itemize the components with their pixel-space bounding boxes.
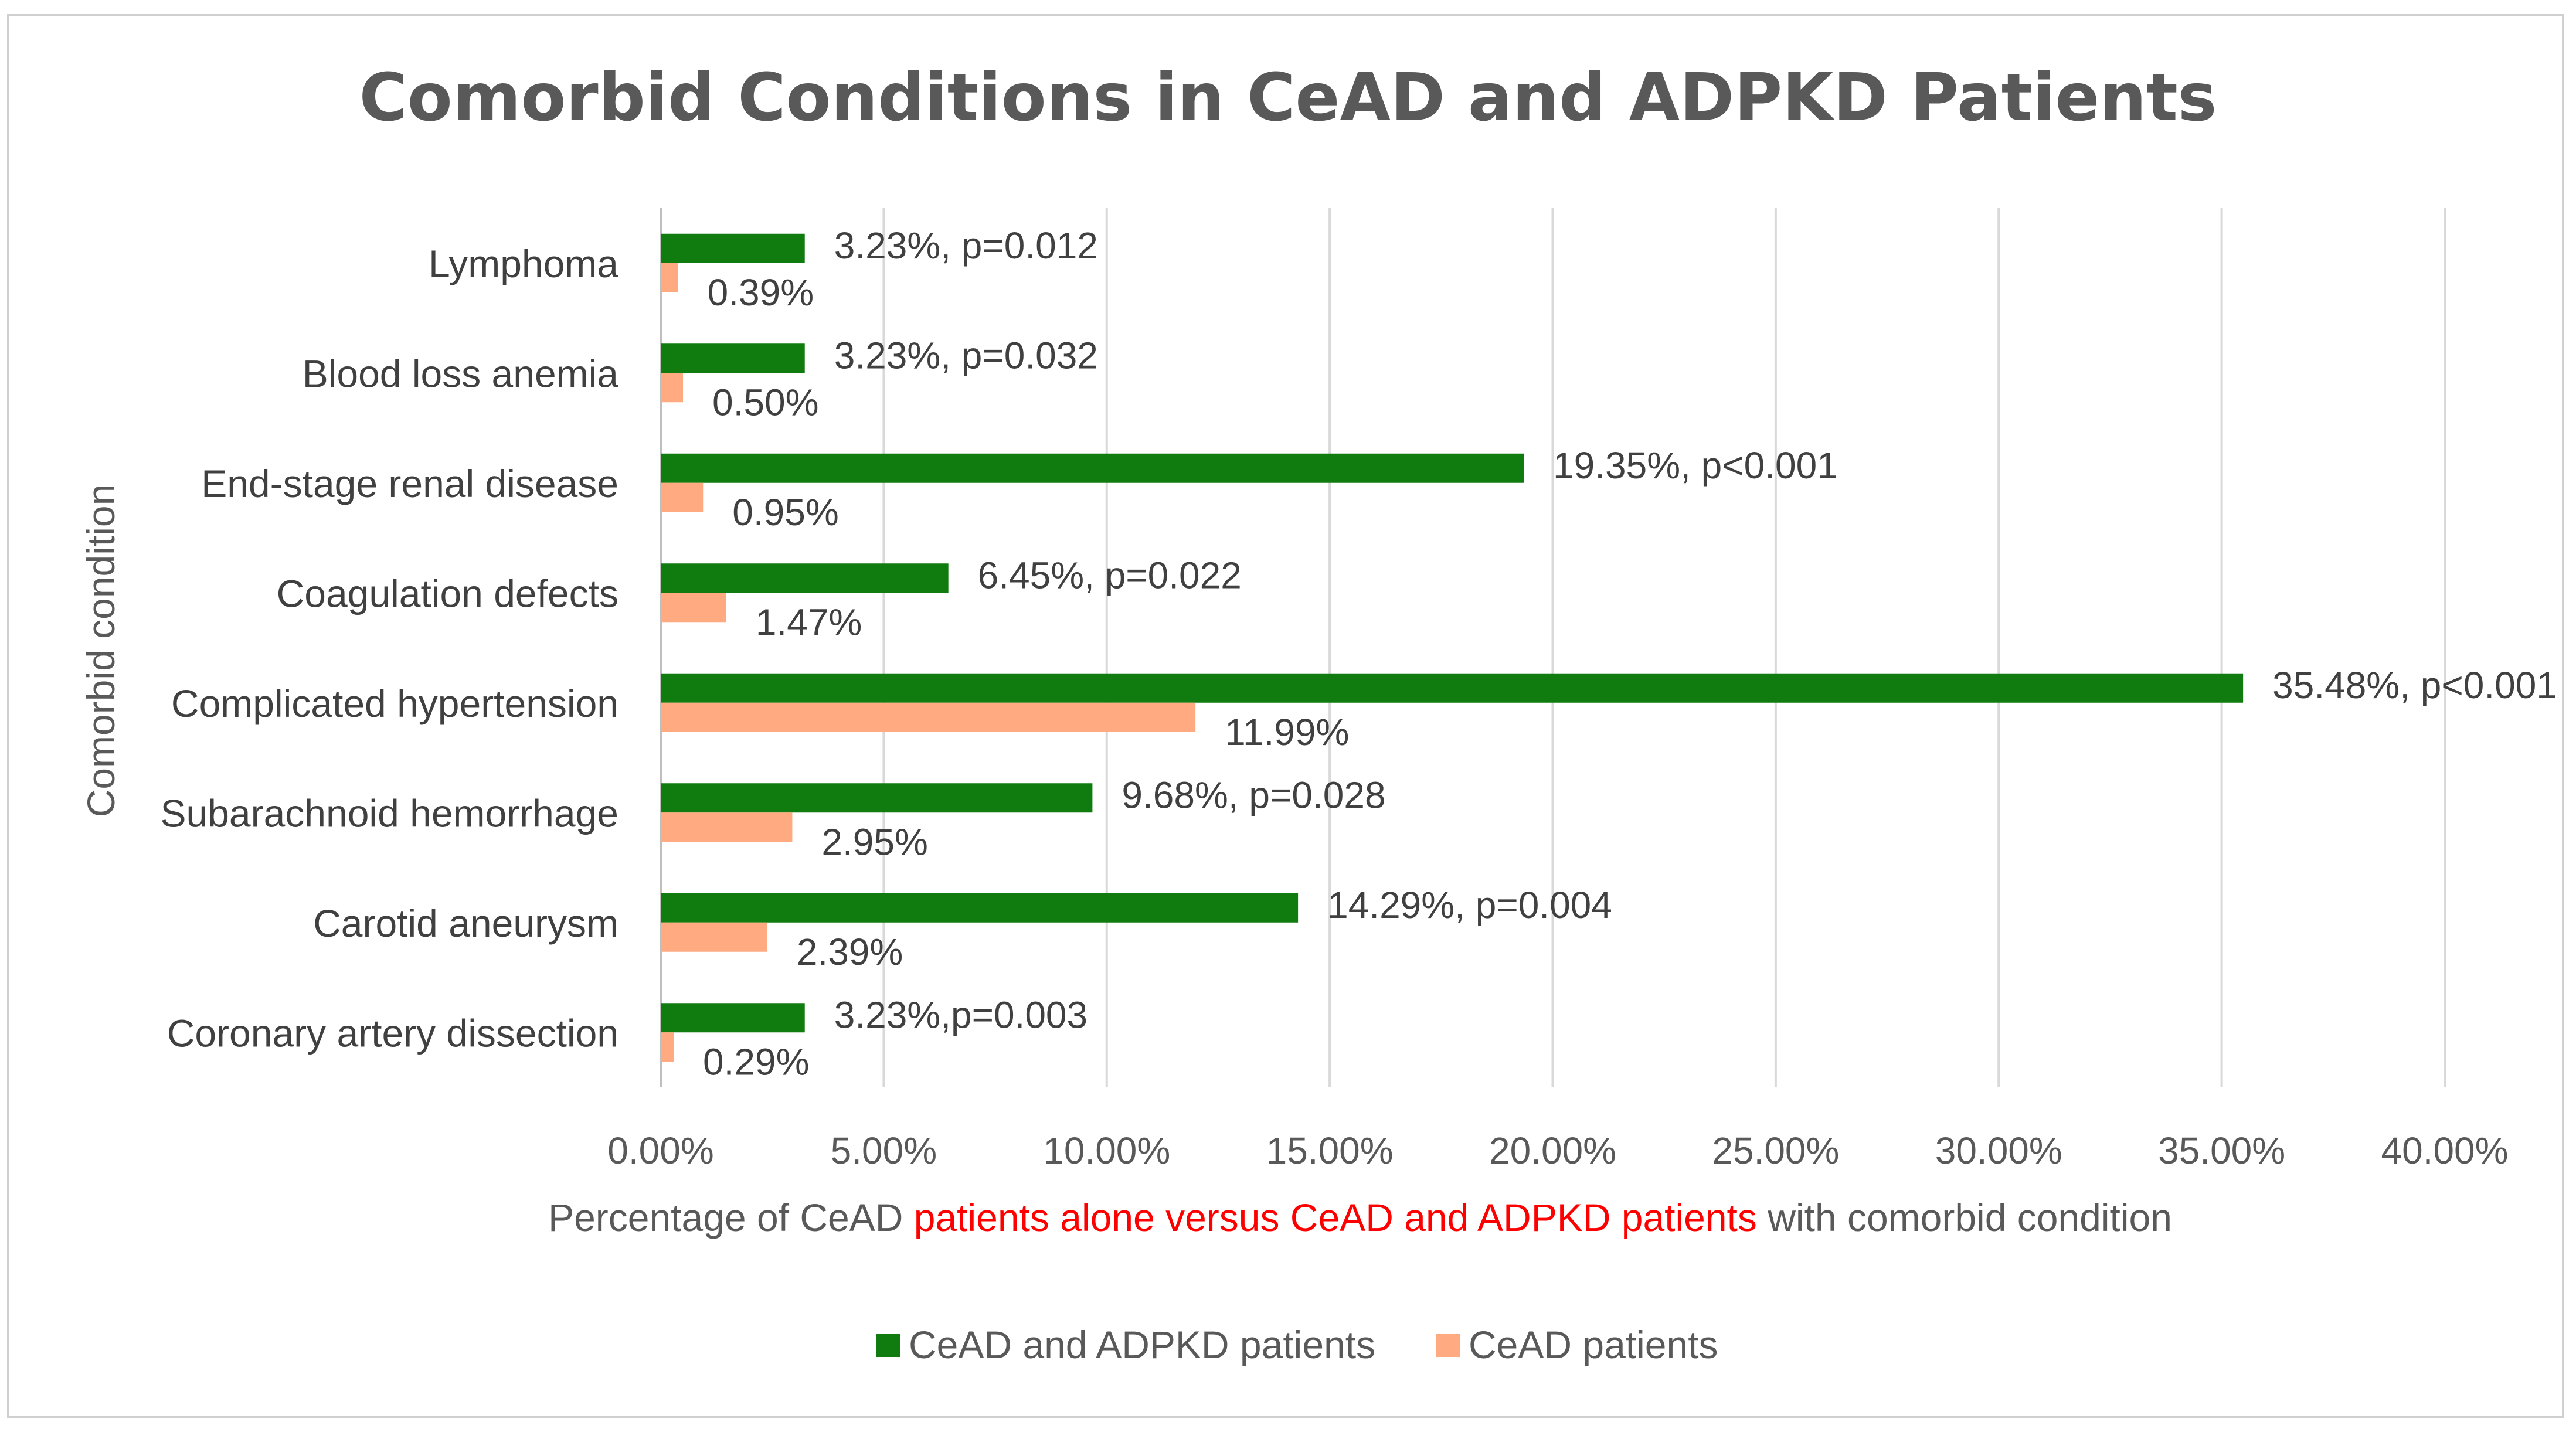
category-label: Coronary artery dissection [167,1011,618,1055]
data-label-cead: 2.95% [821,821,927,863]
category-label: End-stage renal disease [201,462,618,505]
data-label-cead: 11.99% [1225,711,1349,753]
data-label-cead-adpkd: 19.35%, p<0.001 [1553,444,1838,487]
category-label: Complicated hypertension [171,682,618,725]
data-label-cead-adpkd: 6.45%, p=0.022 [978,554,1242,596]
legend-item-cead: CeAD patients [1469,1323,1718,1366]
bar-cead-adpkd [661,343,805,373]
legend-swatch [876,1334,900,1357]
data-label-cead: 0.39% [708,271,814,314]
x-tick-label: 25.00% [1712,1130,1839,1172]
x-tick-label: 15.00% [1266,1130,1394,1172]
x-tick-label: 40.00% [2381,1130,2508,1172]
data-label-cead-adpkd: 3.23%,p=0.003 [834,994,1088,1036]
data-labels: 3.23%, p=0.012 0.39% 3.23%, p=0.032 0.50% 19… [703,225,2557,1083]
bar-cead-adpkd [661,783,1093,813]
bar-cead [661,922,767,952]
bar-cead [661,702,1196,732]
category-label: Lymphoma [429,242,618,285]
bar-cead-adpkd [661,453,1524,483]
chart-title: Comorbid Conditions in CeAD and ADPKD Pa… [359,60,2217,136]
bar-cead [661,263,678,292]
x-tick-label: 10.00% [1043,1130,1170,1172]
data-label-cead-adpkd: 3.23%, p=0.012 [834,225,1098,267]
data-label-cead: 0.29% [703,1040,809,1083]
data-label-cead-adpkd: 3.23%, p=0.032 [834,334,1098,376]
bar-cead [661,593,726,623]
category-label: Carotid aneurysm [313,902,618,945]
x-axis-title: Percentage of CeAD patients alone versus… [548,1196,2172,1239]
x-tick-label: 35.00% [2158,1130,2285,1172]
data-label-cead-adpkd: 35.48%, p<0.001 [2272,664,2557,706]
bar-cead [661,373,684,403]
category-label: Blood loss anemia [303,352,619,395]
data-label-cead-adpkd: 14.29%, p=0.004 [1327,884,1612,926]
x-tick-label: 30.00% [1935,1130,2062,1172]
x-axis-title-part: patients alone versus CeAD and ADPKD pat… [914,1196,1757,1239]
legend-swatch [1436,1334,1460,1357]
bar-cead [661,812,793,842]
legend: CeAD and ADPKD patients CeAD patients [876,1323,1718,1366]
legend-item-cead-adpkd: CeAD and ADPKD patients [909,1323,1375,1366]
bar-cead-adpkd [661,1003,805,1033]
bars [661,233,2244,1062]
category-label: Subarachnoid hemorrhage [160,791,618,835]
bar-cead-adpkd [661,893,1299,923]
bar-cead [661,482,704,512]
x-tick-label: 20.00% [1489,1130,1616,1172]
bar-cead-adpkd [661,673,2244,703]
x-tick-label: 0.00% [607,1130,713,1172]
x-tick-label: 5.00% [831,1130,937,1172]
bar-cead-adpkd [661,233,805,263]
y-axis-title: Comorbid condition [79,484,123,818]
bar-cead-adpkd [661,563,949,593]
data-label-cead: 1.47% [756,601,862,643]
category-label: Coagulation defects [277,572,618,615]
data-label-cead: 0.95% [732,491,838,533]
data-label-cead: 0.50% [712,381,818,423]
data-label-cead: 2.39% [797,931,903,973]
x-axis-title-part: Percentage of CeAD [548,1196,914,1239]
bar-cead [661,1032,674,1062]
category-labels: Lymphoma Blood loss anemia End-stage renal… [160,242,618,1055]
chart-frame [7,14,2564,1418]
x-tick-labels: 0.00% 5.00% 10.00% 15.00% 20.00% 25.00% 30.00%… [607,1130,2508,1172]
x-axis-title-part: with comorbid condition [1757,1196,2172,1239]
data-label-cead-adpkd: 9.68%, p=0.028 [1122,774,1385,816]
